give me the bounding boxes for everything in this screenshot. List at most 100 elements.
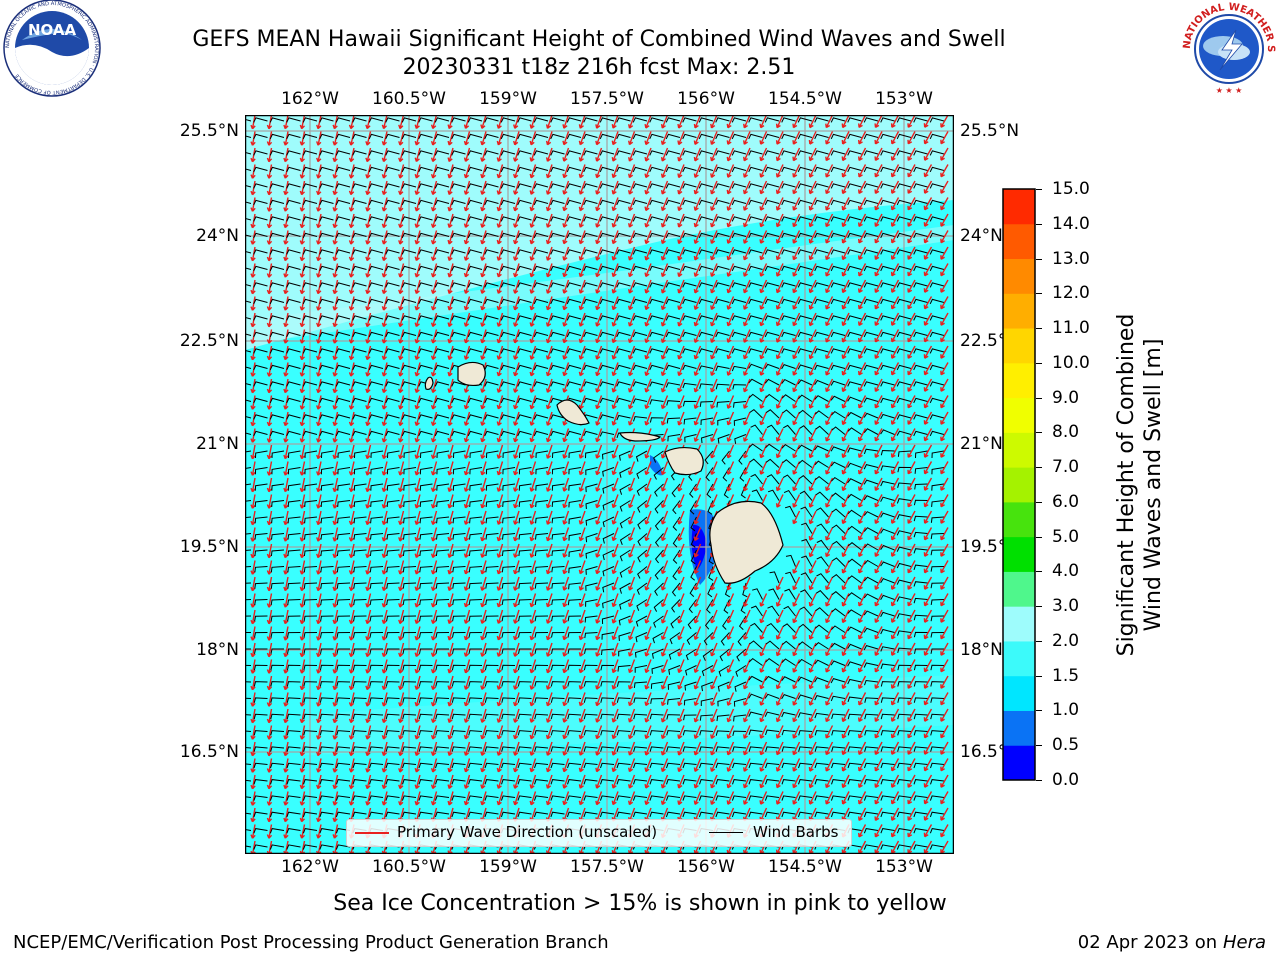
wind-barb	[286, 133, 301, 140]
wind-barb	[896, 579, 912, 585]
wind-barb	[335, 133, 351, 140]
wind-barb	[896, 249, 912, 255]
wind-barb	[385, 232, 400, 239]
wave-direction-arrow	[890, 461, 900, 475]
wave-direction-arrow	[496, 213, 504, 228]
wave-direction-arrow	[332, 807, 339, 823]
wind-barb	[319, 216, 334, 222]
wind-barb	[335, 397, 351, 404]
wind-barb	[724, 582, 731, 598]
wave-direction-arrow	[628, 345, 636, 360]
wave-direction-arrow	[792, 246, 801, 261]
wind-barb	[880, 496, 895, 502]
wave-direction-arrow	[529, 147, 537, 162]
wave-direction-arrow	[841, 741, 850, 756]
wave-direction-arrow	[611, 675, 619, 690]
wind-barb	[749, 458, 763, 468]
wave-direction-arrow	[743, 741, 751, 756]
wind-barb	[665, 331, 681, 338]
wave-direction-arrow	[332, 692, 339, 707]
wave-direction-arrow	[299, 477, 306, 493]
wind-barb	[814, 232, 829, 239]
island-maui	[664, 446, 704, 476]
wind-barb	[245, 632, 252, 634]
wind-barb	[270, 664, 285, 671]
wind-barb	[583, 697, 598, 703]
wind-barb	[797, 298, 813, 305]
wind-barb	[401, 298, 417, 305]
wave-direction-arrow	[743, 378, 751, 393]
wind-barb	[666, 417, 681, 424]
wind-barb	[319, 681, 334, 687]
wind-barb	[435, 632, 450, 638]
wave-direction-arrow	[890, 312, 900, 326]
wind-barb	[269, 331, 285, 338]
wind-barb	[637, 549, 648, 563]
wave-direction-arrow	[398, 560, 405, 575]
wave-direction-arrow	[775, 642, 784, 657]
wave-direction-arrow	[463, 642, 471, 657]
wind-barb	[535, 533, 549, 540]
wind-barb	[665, 315, 681, 321]
wind-barb	[352, 381, 367, 387]
wave-direction-arrow	[890, 560, 900, 574]
wind-barb	[814, 331, 829, 338]
wave-direction-arrow	[381, 230, 388, 245]
wind-barb	[654, 516, 664, 531]
wave-direction-arrow	[513, 527, 520, 542]
wind-barb	[485, 615, 499, 622]
wave-direction-arrow	[726, 477, 735, 492]
wave-direction-arrow	[660, 593, 669, 608]
wave-direction-arrow	[644, 692, 652, 707]
wave-direction-arrow	[890, 807, 900, 821]
wave-direction-arrow	[858, 642, 867, 657]
wave-direction-arrow	[348, 461, 355, 476]
wind-barb	[352, 746, 367, 752]
wind-barb	[616, 746, 631, 752]
wind-barb	[245, 681, 252, 683]
wave-direction-arrow	[578, 609, 586, 624]
wind-barb	[896, 430, 912, 436]
wave-direction-arrow	[578, 692, 586, 707]
wave-direction-arrow	[858, 708, 867, 723]
wind-barb	[764, 711, 780, 717]
wave-direction-arrow	[677, 758, 685, 773]
wind-barb	[319, 183, 334, 189]
wind-barb	[602, 467, 615, 477]
wind-barb	[583, 811, 598, 818]
wind-barb	[270, 566, 285, 573]
wind-barb	[253, 282, 268, 288]
wind-barb	[484, 348, 499, 354]
wave-direction-arrow	[660, 675, 669, 690]
wind-barb	[302, 844, 318, 850]
wave-direction-arrow	[792, 510, 801, 525]
wave-direction-arrow	[578, 197, 586, 212]
wind-barb	[880, 133, 895, 140]
wave-direction-arrow	[611, 494, 619, 509]
wave-direction-arrow	[907, 626, 916, 640]
wind-barb	[286, 844, 301, 850]
wind-barb	[245, 366, 252, 369]
wind-barb	[781, 232, 796, 239]
wave-direction-arrow	[825, 576, 834, 591]
wave-direction-arrow	[940, 131, 949, 145]
wave-direction-arrow	[595, 593, 603, 608]
wind-barb	[500, 133, 516, 140]
wave-direction-arrow	[414, 329, 421, 344]
wind-barb	[748, 675, 763, 683]
wave-direction-arrow	[414, 378, 421, 394]
wave-direction-arrow	[940, 180, 949, 194]
wave-direction-arrow	[644, 527, 652, 542]
wind-barb	[517, 713, 532, 720]
wind-barb	[434, 331, 450, 338]
wave-direction-arrow	[545, 692, 553, 707]
wind-barb	[847, 282, 862, 288]
wind-barb	[435, 615, 450, 622]
wave-direction-arrow	[348, 444, 355, 460]
wind-barb	[467, 166, 483, 173]
wave-direction-arrow	[496, 378, 504, 393]
wave-direction-arrow	[693, 131, 702, 145]
wave-direction-arrow	[923, 378, 933, 392]
lon-label-bottom: 156°W	[677, 857, 735, 877]
colorbar-tick-mark	[1036, 571, 1042, 573]
